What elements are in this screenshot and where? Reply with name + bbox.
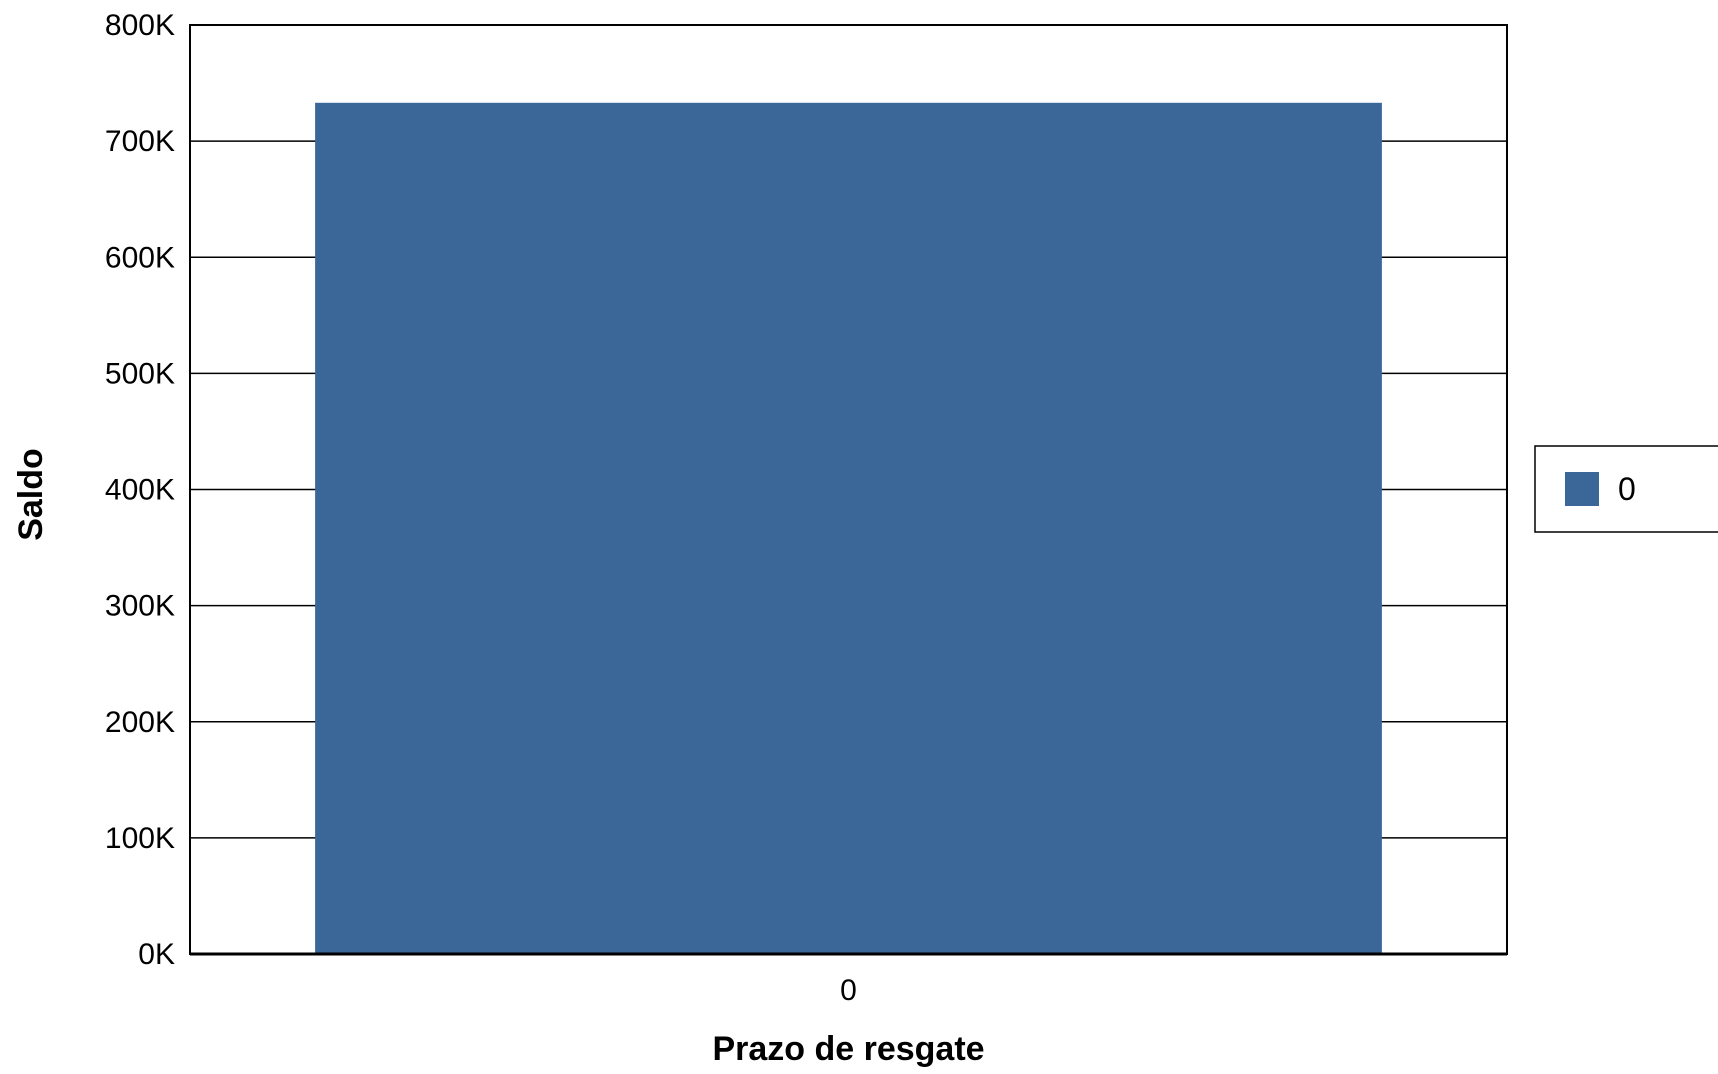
y-tick-label: 400K <box>105 474 175 507</box>
y-tick-label: 600K <box>105 241 175 274</box>
x-tick-label: 0 <box>840 974 857 1007</box>
y-tick-label: 700K <box>105 125 175 158</box>
legend-swatch <box>1565 472 1599 506</box>
bar <box>315 102 1382 954</box>
y-tick-label: 0K <box>138 938 175 971</box>
bars <box>315 102 1382 954</box>
y-tick-label: 300K <box>105 590 175 623</box>
legend-label: 0 <box>1618 471 1636 507</box>
y-tick-label: 800K <box>105 9 175 42</box>
x-axis-ticks: 0 <box>840 974 857 1007</box>
y-tick-label: 200K <box>105 706 175 739</box>
y-tick-label: 500K <box>105 357 175 390</box>
y-axis-ticks: 0K 100K 200K 300K 400K 500K 600K 700K 800K <box>105 9 175 971</box>
y-tick-label: 100K <box>105 822 175 855</box>
x-axis-title: Prazo de resgate <box>712 1030 984 1068</box>
legend: 0 <box>1534 445 1718 533</box>
y-axis-title: Saldo <box>12 448 50 541</box>
